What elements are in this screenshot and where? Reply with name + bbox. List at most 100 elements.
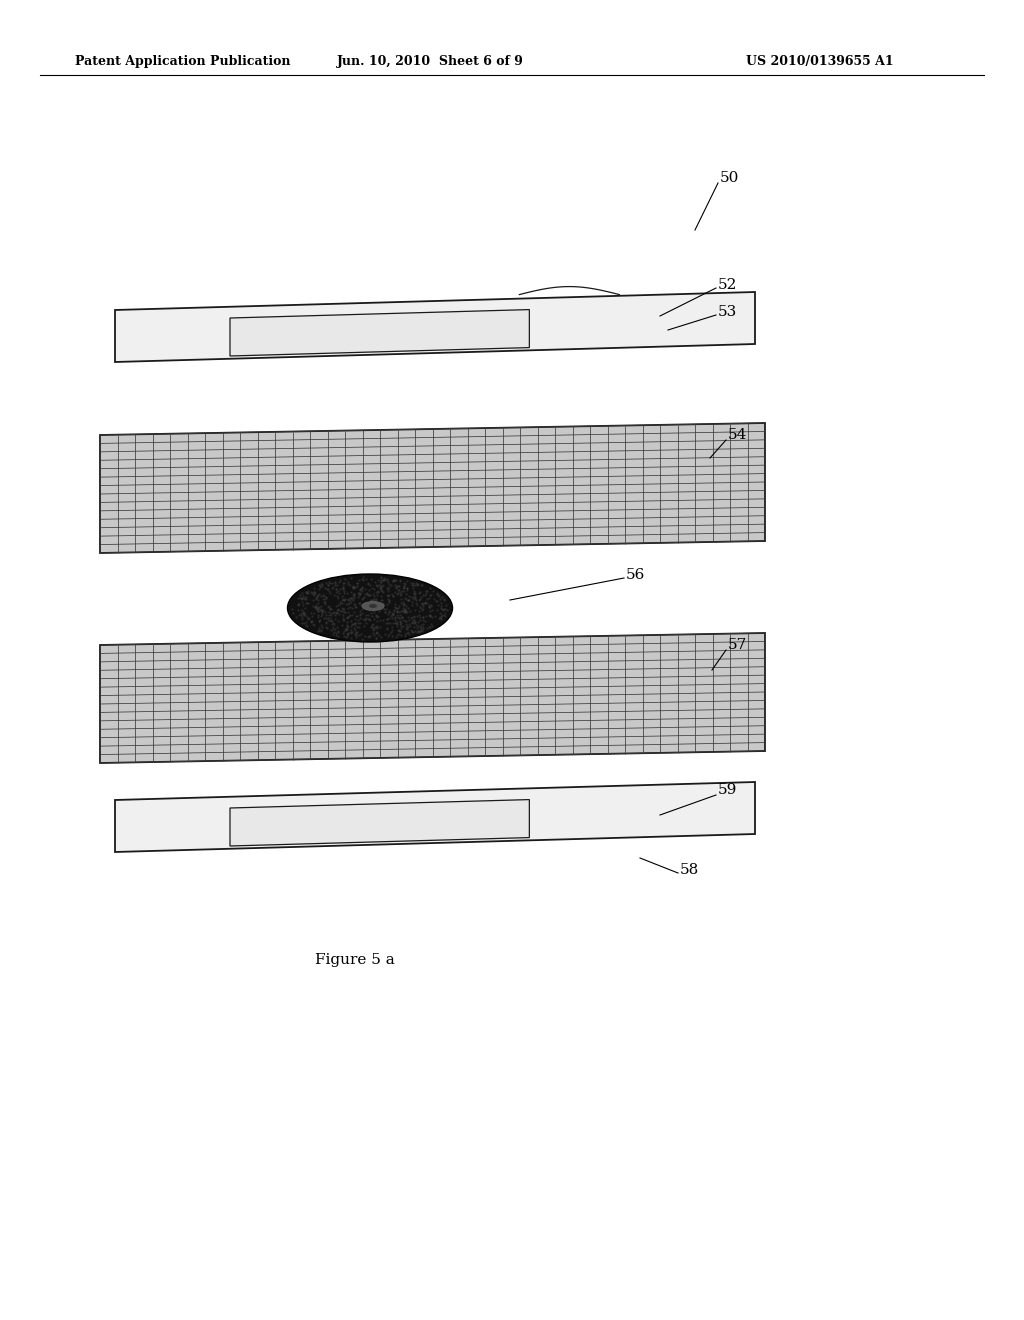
Point [435,599,452,620]
Point [385,570,401,591]
Point [343,611,359,632]
Point [384,616,400,638]
Point [379,578,395,599]
Point [305,577,322,598]
Point [340,602,356,623]
Point [323,602,339,623]
Point [387,570,403,591]
Point [418,606,434,627]
Point [391,570,408,591]
Point [285,602,301,623]
Point [410,615,426,636]
Point [315,591,332,612]
Point [375,598,391,619]
Point [360,579,377,601]
Point [297,589,313,610]
Point [366,578,382,599]
Point [412,605,428,626]
Point [359,627,376,648]
Point [323,607,339,628]
Point [400,616,417,638]
Point [414,574,430,595]
Point [351,593,368,614]
Point [311,583,328,605]
Point [362,626,379,647]
Point [403,574,420,595]
Point [369,589,385,610]
Point [385,603,401,624]
Point [413,614,429,635]
Point [431,607,447,628]
Point [360,609,377,630]
Point [386,601,402,622]
Point [422,606,438,627]
Point [368,605,384,626]
Point [408,611,424,632]
Point [300,581,316,602]
Point [353,589,370,610]
Point [373,570,389,591]
Point [319,618,336,639]
Point [425,579,441,601]
Point [423,594,439,615]
Point [304,589,321,610]
Text: 52: 52 [718,279,737,292]
Point [406,586,422,607]
Point [322,581,338,602]
Point [327,609,343,630]
Point [369,615,385,636]
Point [411,582,427,603]
Point [342,591,358,612]
Point [417,593,433,614]
Point [415,614,431,635]
Point [325,577,341,598]
Point [329,595,345,616]
Point [373,586,389,607]
Point [390,579,407,601]
Point [366,624,382,645]
Point [404,612,421,634]
Point [328,572,344,593]
Point [385,572,401,593]
Point [311,577,328,598]
Point [401,610,418,631]
Polygon shape [115,781,755,851]
Point [384,586,400,607]
Point [343,623,359,644]
Point [396,576,413,597]
Point [291,605,307,626]
Point [293,603,309,624]
Point [379,585,395,606]
Point [371,581,387,602]
Point [338,626,354,647]
Point [307,587,324,609]
Point [398,614,415,635]
Point [334,593,350,614]
Point [313,573,330,594]
Point [304,583,321,605]
Point [375,595,391,616]
Point [345,587,361,609]
Point [346,616,362,638]
Ellipse shape [288,574,453,642]
Point [403,606,420,627]
Point [362,597,379,618]
Point [383,626,399,647]
Ellipse shape [362,602,384,610]
Point [399,577,416,598]
Point [370,618,386,639]
Point [393,579,410,601]
Point [419,581,435,602]
Point [346,612,362,634]
Point [391,607,408,628]
Point [407,586,423,607]
Point [342,605,358,626]
Point [400,614,417,635]
Point [290,587,306,609]
Point [354,566,371,587]
Point [313,574,330,595]
Point [372,577,388,598]
Text: 59: 59 [718,783,737,797]
Point [375,593,391,614]
Point [292,587,308,609]
